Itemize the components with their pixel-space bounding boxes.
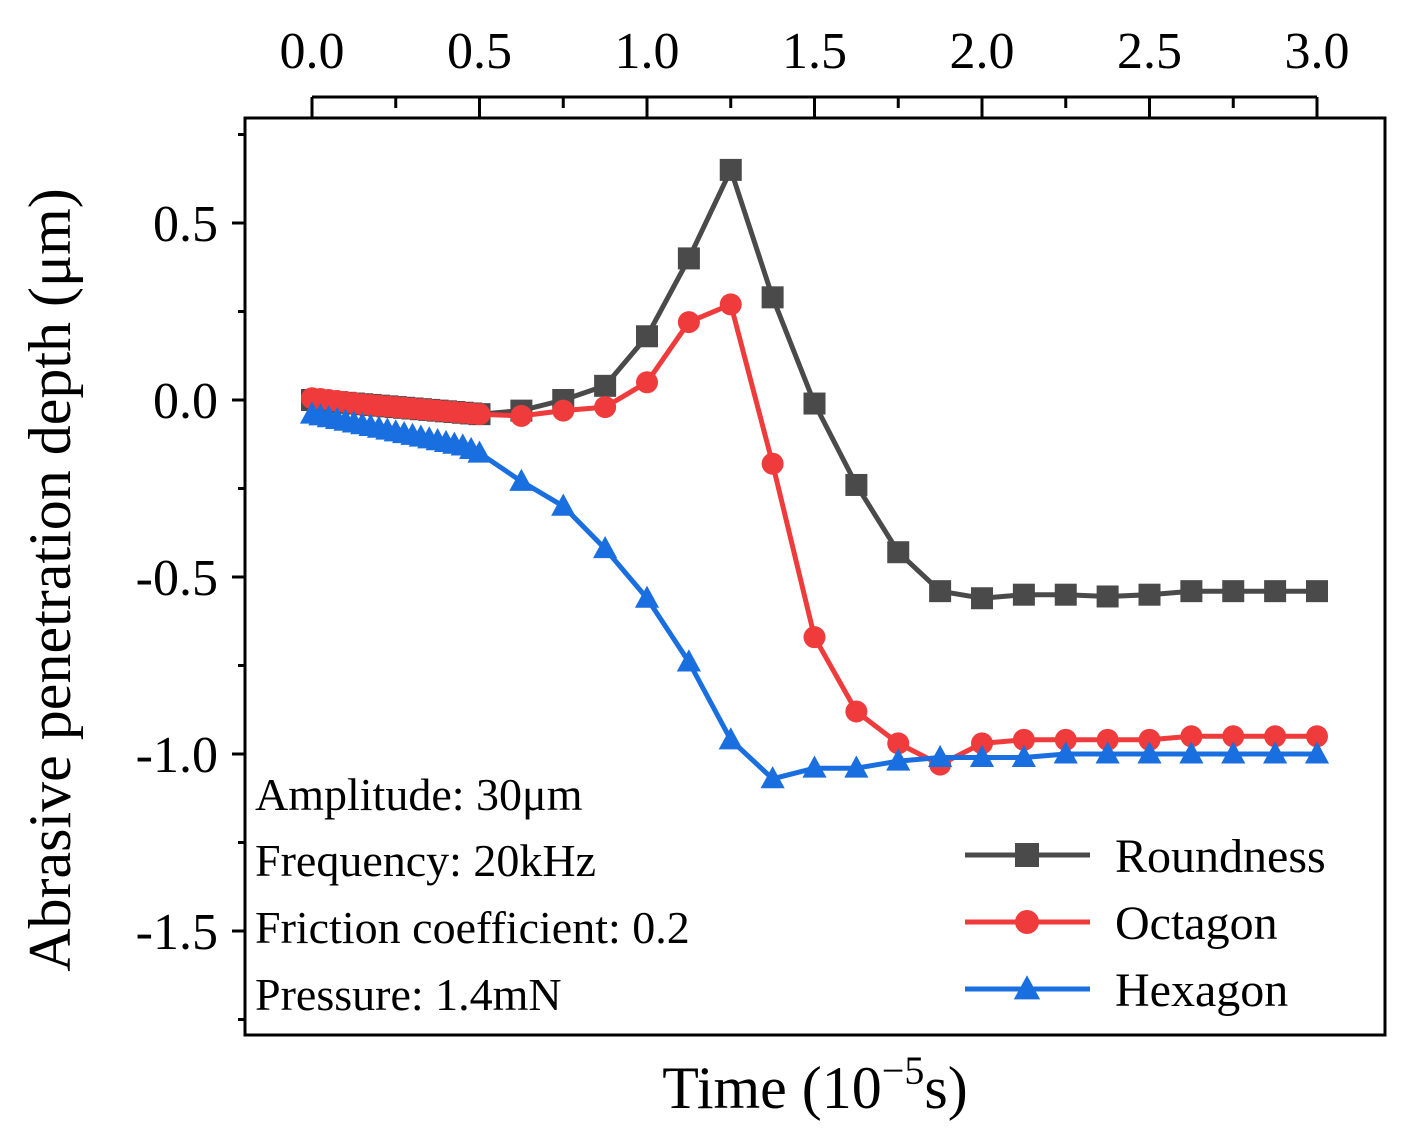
data-point-roundness [677,247,700,270]
data-point-hexagon [1053,741,1078,764]
data-point-hexagon [802,755,827,778]
data-point-hexagon [1095,741,1120,764]
annotation-line-friction: Friction coefficient: 0.2 [255,902,690,953]
data-point-hexagon [760,766,785,789]
y-tick-label: -1.0 [136,727,218,784]
data-point-hexagon [844,755,869,778]
data-point-octagon [1054,728,1077,751]
data-point-hexagon [928,744,953,768]
data-point-octagon [971,732,993,755]
data-point-roundness [887,541,910,564]
data-point-hexagon [969,744,995,768]
series-octagon [301,293,1328,776]
data-point-octagon [552,399,575,422]
x-axis-title-main: Time (10 [662,1055,882,1121]
data-point-octagon [845,700,868,723]
data-point-octagon [1222,725,1245,748]
data-point-roundness [1138,583,1161,606]
data-point-octagon [1138,728,1161,751]
y-tick-label: -0.5 [136,550,218,607]
data-point-hexagon [1011,744,1036,768]
data-point-octagon [510,404,533,427]
data-point-octagon [803,626,826,649]
data-point-roundness [636,325,658,348]
x-axis-title: Time (10−5s) [662,1048,967,1121]
x-tick-label: 0.0 [280,23,345,80]
data-point-roundness [803,392,826,415]
data-point-octagon [1180,725,1203,748]
data-point-octagon [1012,728,1035,751]
legend-label-octagon: Octagon [1115,897,1278,950]
annotation-line-frequency: Frequency: 20kHz [255,835,596,886]
data-point-roundness [1012,583,1035,606]
data-point-hexagon [509,468,534,491]
legend-item-octagon: Octagon [965,897,1278,950]
annotation-line-amplitude: Amplitude: 30μm [255,769,583,820]
data-point-hexagon [1221,741,1246,764]
legend-label-hexagon: Hexagon [1115,964,1288,1017]
data-point-octagon [761,452,784,475]
x-tick-label: 0.5 [447,23,512,80]
annotation-block: Amplitude: 30μm Frequency: 20kHz Frictio… [255,769,690,1020]
data-point-octagon [468,403,491,426]
data-point-roundness [971,587,993,610]
series-layer [299,158,1330,789]
data-point-octagon [719,293,742,316]
data-point-roundness [761,286,784,309]
legend-swatch-marker [1015,843,1039,867]
data-point-hexagon [551,493,576,516]
ticks-layer: 0.0 0.5 1.0 1.5 2.0 2.5 3.0 0.5 0.0 -0.5 -1.0 -1.5 [136,23,1350,1021]
data-point-hexagon [1179,741,1204,764]
data-point-roundness [1096,585,1119,608]
data-point-hexagon [676,649,701,672]
x-tick-label: 1.5 [782,23,847,80]
data-point-octagon [1306,725,1328,748]
x-tick-label: 2.0 [950,23,1015,80]
data-point-roundness [929,580,952,603]
y-axis-title: Abrasive penetration depth (μm) [17,188,83,972]
y-tick-label: 0.5 [153,196,218,253]
data-point-hexagon [1304,741,1330,764]
y-tick-label: -1.5 [136,904,218,961]
data-point-octagon [887,732,910,755]
data-point-octagon [1096,728,1119,751]
data-point-hexagon [467,440,492,463]
legend-item-hexagon: Hexagon [965,964,1288,1017]
data-point-hexagon [1263,741,1288,764]
data-point-hexagon [593,536,618,559]
legend-item-roundness: Roundness [965,830,1326,883]
data-point-octagon [594,396,617,419]
x-tick-label: 2.5 [1117,23,1182,80]
plot-frame [243,116,1387,1037]
data-point-roundness [1054,583,1077,606]
data-point-hexagon [718,727,743,750]
data-point-roundness [1264,580,1287,603]
data-point-roundness [594,374,617,397]
y-tick-label: 0.0 [153,373,218,430]
data-point-roundness [1222,580,1245,603]
legend: Roundness Octagon Hexagon [965,830,1326,1017]
x-tick-label: 3.0 [1285,23,1350,80]
data-point-roundness [719,158,742,181]
data-point-octagon [1264,725,1287,748]
x-axis-title-superscript: −5 [882,1048,925,1093]
data-point-hexagon [1137,741,1162,764]
legend-label-roundness: Roundness [1115,830,1326,883]
data-point-hexagon [634,585,660,608]
legend-swatch-marker [1013,975,1041,1000]
legend-swatch-marker [1015,910,1039,934]
data-point-roundness [1180,580,1203,603]
data-point-roundness [1306,580,1328,603]
series-hexagon [299,401,1330,789]
data-point-roundness [845,473,868,496]
annotation-line-pressure: Pressure: 1.4mN [255,969,562,1020]
x-tick-label: 1.0 [615,23,680,80]
data-point-octagon [677,311,700,334]
x-axis-title-suffix: s) [924,1055,967,1121]
data-point-octagon [636,371,658,394]
data-point-hexagon [886,748,911,771]
